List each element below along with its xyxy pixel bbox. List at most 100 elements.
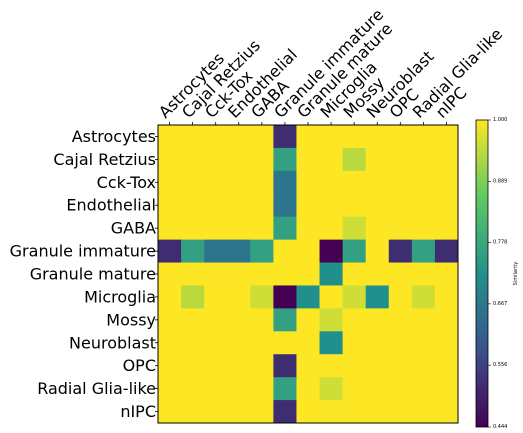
y-tick-label: GABA	[111, 219, 156, 238]
heatmap-cell	[204, 400, 228, 424]
heatmap-cell	[227, 285, 251, 309]
heatmap-cell	[204, 354, 228, 378]
colorbar-tick-label: 0.667	[493, 301, 507, 307]
heatmap-cell	[319, 216, 344, 241]
heatmap-cell	[342, 170, 367, 195]
heatmap-cell	[273, 170, 297, 195]
heatmap-cell	[181, 308, 205, 332]
heatmap-cell	[158, 147, 182, 172]
heatmap-cell	[250, 216, 274, 241]
heatmap-cell	[181, 262, 205, 286]
heatmap-cell	[388, 285, 413, 309]
heatmap-cell	[434, 377, 459, 401]
heatmap-cell	[434, 262, 459, 286]
heatmap-cell	[181, 400, 205, 424]
heatmap-cell	[181, 331, 205, 355]
heatmap-cell	[342, 216, 367, 241]
heatmap-cell	[158, 239, 182, 264]
heatmap-cell	[365, 308, 390, 332]
heatmap-cell	[227, 193, 251, 218]
heatmap-cell	[411, 400, 436, 424]
heatmap-cell	[411, 285, 436, 309]
heatmap-cell	[296, 400, 321, 424]
heatmap-cell	[273, 331, 297, 355]
y-tick-label: Cck-Tox	[97, 173, 156, 192]
heatmap-cell	[319, 193, 344, 218]
heatmap-cell	[296, 147, 321, 172]
heatmap-cell	[411, 147, 436, 172]
heatmap-cell	[411, 239, 436, 264]
heatmap-cell	[388, 354, 413, 378]
heatmap-cell	[250, 125, 274, 149]
heatmap-cell	[296, 377, 321, 401]
heatmap-cell	[250, 170, 274, 195]
heatmap-cell	[181, 285, 205, 309]
y-axis: Astrocytes Cajal Retzius Cck-Tox Endothelia…	[10, 127, 158, 421]
heatmap-cell	[227, 147, 251, 172]
heatmap-cell	[296, 285, 321, 309]
heatmap-cell	[342, 147, 367, 172]
heatmap-cell	[319, 377, 344, 401]
heatmap-cell	[227, 262, 251, 286]
y-tick-label: OPC	[123, 356, 156, 375]
heatmap-cell	[434, 400, 459, 424]
heatmap-cell	[181, 216, 205, 241]
heatmap-cell	[250, 308, 274, 332]
y-tick-label: Mossy	[106, 310, 156, 329]
heatmap-cell	[273, 285, 297, 309]
heatmap-cell	[227, 239, 251, 264]
heatmap-cell	[250, 354, 274, 378]
colorbar-ticks: 1.000 0.889 0.778 0.667 0.556 0.444	[488, 117, 507, 430]
heatmap-cell	[342, 285, 367, 309]
heatmap-cell	[319, 354, 344, 378]
heatmap-cell	[181, 239, 205, 264]
heatmap-cell	[434, 354, 459, 378]
heatmap-cell	[204, 331, 228, 355]
heatmap-cell	[158, 400, 182, 424]
heatmap-cell	[296, 193, 321, 218]
heatmap-cell	[365, 331, 390, 355]
heatmap-cell	[296, 262, 321, 286]
heatmap-cell	[342, 354, 367, 378]
heatmap-cell	[319, 239, 344, 264]
heatmap-cell	[250, 262, 274, 286]
heatmap-cell	[250, 331, 274, 355]
heatmap-cell	[411, 377, 436, 401]
colorbar-label: Similarity	[513, 262, 519, 286]
heatmap-cell	[342, 308, 367, 332]
heatmap-cell	[204, 216, 228, 241]
heatmap-cell	[158, 193, 182, 218]
heatmap-cell	[434, 147, 459, 172]
heatmap-cell	[296, 308, 321, 332]
heatmap-cell	[296, 216, 321, 241]
y-tick-label: Cajal Retzius	[53, 150, 156, 169]
heatmap-cell	[273, 308, 297, 332]
heatmap-cell	[411, 216, 436, 241]
heatmap-cell	[204, 308, 228, 332]
colorbar-tick-label: 0.444	[493, 424, 507, 430]
heatmap-cell	[296, 354, 321, 378]
heatmap-cell	[227, 400, 251, 424]
heatmap-cell	[227, 308, 251, 332]
heatmap-cell	[388, 308, 413, 332]
colorbar-tick-label: 0.889	[493, 178, 507, 184]
y-tick-label: Astrocytes	[72, 127, 156, 146]
heatmap-cell	[342, 239, 367, 264]
heatmap-cell	[365, 125, 390, 149]
heatmap-cell	[388, 193, 413, 218]
heatmap-cell	[319, 262, 344, 286]
heatmap-cell	[319, 308, 344, 332]
heatmap-cell	[434, 285, 459, 309]
heatmap-cell	[388, 239, 413, 264]
heatmap-cell	[227, 331, 251, 355]
heatmap-cell	[365, 170, 390, 195]
heatmap-cell	[158, 170, 182, 195]
heatmap-cell	[273, 125, 297, 149]
heatmap-cell	[388, 147, 413, 172]
heatmap-cell	[411, 354, 436, 378]
heatmap-cell	[388, 262, 413, 286]
heatmap-cell	[365, 193, 390, 218]
heatmap-cell	[227, 170, 251, 195]
heatmap-cell	[250, 147, 274, 172]
